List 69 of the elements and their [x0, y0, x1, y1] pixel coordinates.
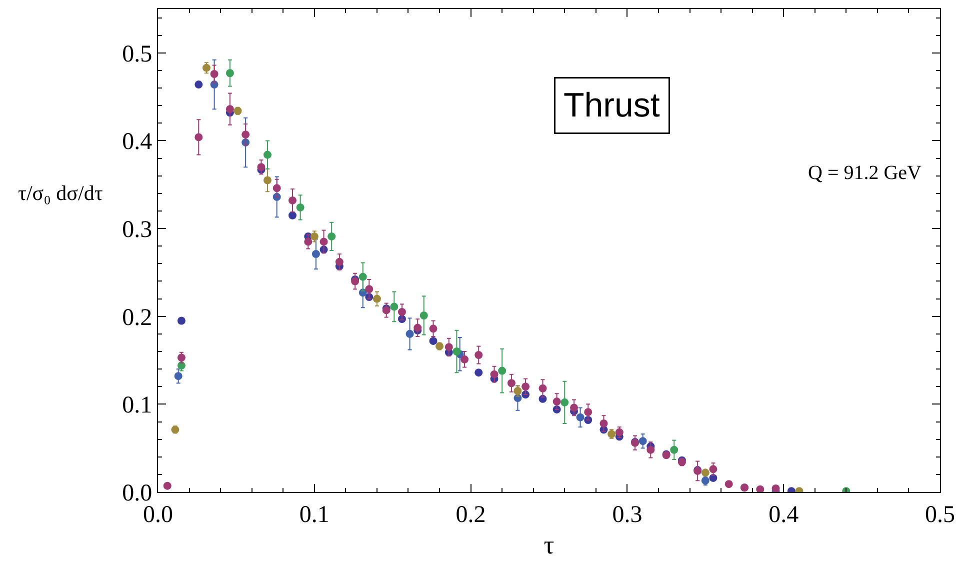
point [372, 294, 381, 303]
point [414, 324, 422, 332]
point [646, 446, 655, 454]
point [257, 163, 266, 172]
point [163, 482, 172, 490]
point [226, 69, 234, 78]
point [406, 330, 414, 338]
point [560, 398, 569, 406]
point [177, 316, 186, 325]
y-tick-label: 0.4 [122, 129, 152, 156]
x-tick-label: 0.2 [456, 502, 486, 528]
x-tick-label: 0.5 [925, 502, 955, 528]
point [576, 413, 584, 422]
point [570, 404, 578, 412]
y-tick-label: 0.5 [122, 41, 152, 68]
point [304, 238, 312, 246]
point [296, 203, 304, 212]
point [263, 150, 272, 159]
annotation: Thrust [564, 86, 660, 124]
y-tick-label: 0.3 [122, 216, 152, 243]
y-tick-label: 0.1 [122, 392, 152, 419]
x-tick-label: 0.1 [299, 502, 330, 528]
point [584, 408, 592, 416]
point [335, 258, 344, 266]
y-tick-label: 0.2 [122, 304, 152, 331]
point [538, 384, 547, 392]
point [226, 105, 234, 114]
x-tick-label: 0.3 [612, 502, 642, 528]
point [522, 382, 530, 391]
point [490, 370, 498, 378]
point [772, 484, 780, 492]
point [452, 347, 461, 356]
point [390, 302, 398, 311]
point [194, 80, 203, 89]
point [288, 196, 296, 204]
point [507, 379, 516, 388]
point [272, 184, 281, 192]
point [365, 285, 374, 294]
point [420, 311, 428, 320]
point [194, 133, 203, 142]
point [174, 372, 182, 380]
point [398, 308, 406, 316]
point [320, 238, 328, 246]
point [358, 272, 367, 281]
point [498, 366, 506, 375]
point [474, 351, 483, 359]
point [429, 336, 438, 345]
point [242, 130, 250, 139]
y-axis-title: τ/σ₀ dσ/dτ [18, 181, 103, 205]
point [429, 324, 438, 333]
x-axis-title: τ [544, 530, 554, 560]
point [210, 70, 218, 78]
point [701, 468, 710, 477]
point [638, 437, 647, 446]
x-tick-label: 0.4 [768, 502, 799, 528]
point [670, 446, 678, 454]
point [444, 343, 453, 352]
point [288, 211, 296, 220]
point [552, 398, 561, 406]
point [328, 232, 336, 240]
point [709, 465, 718, 474]
point [460, 355, 469, 364]
point [263, 176, 272, 184]
point [474, 368, 483, 377]
annotation: Q = 91.2 GeV [808, 162, 922, 184]
point [724, 480, 733, 488]
point [312, 250, 320, 258]
point [756, 485, 764, 492]
point [600, 420, 608, 428]
